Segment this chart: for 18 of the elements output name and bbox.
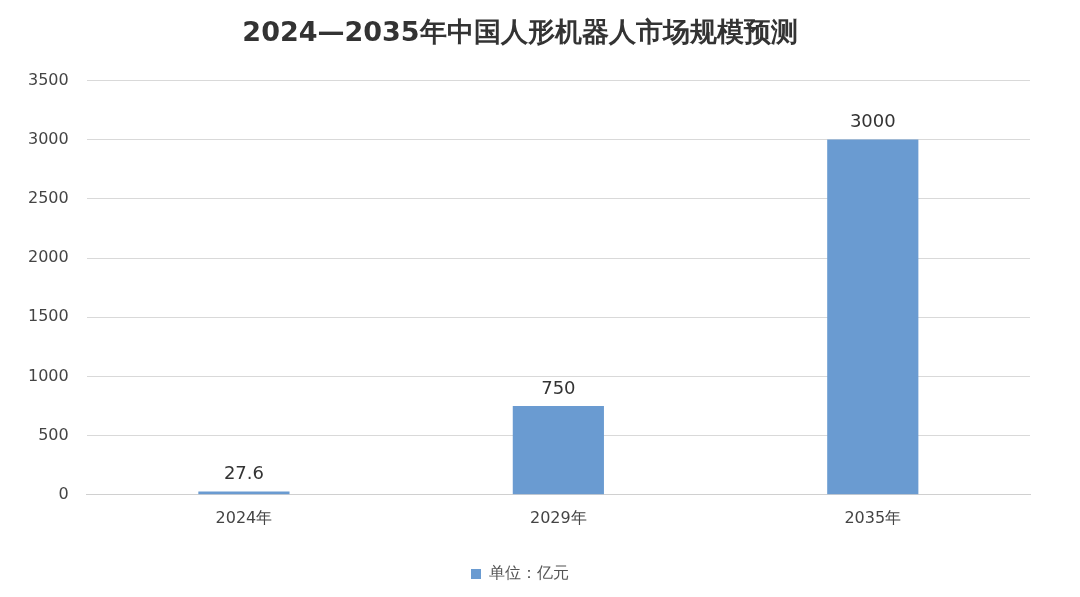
chart-title: 2024—2035年中国人形机器人市场规模预测 [242, 16, 798, 48]
y-tick-label: 500 [38, 424, 69, 444]
x-tick-label: 2035年 [844, 507, 902, 527]
data-label: 750 [541, 376, 576, 398]
x-tick-label: 2024年 [215, 507, 273, 527]
data-label: 27.6 [223, 462, 264, 484]
y-tick-label: 0 [58, 483, 69, 503]
y-tick-label: 3500 [28, 69, 69, 89]
bar [512, 406, 604, 495]
y-tick-label: 1000 [28, 365, 69, 385]
legend-label: 单位：亿元 [489, 563, 569, 583]
y-tick-label: 1500 [28, 306, 69, 326]
y-tick-label: 3000 [28, 128, 69, 148]
data-label: 3000 [849, 110, 896, 132]
bar [827, 139, 919, 495]
y-tick-label: 2000 [28, 247, 69, 267]
x-tick-label: 2029年 [530, 507, 587, 527]
y-tick-label: 2500 [28, 187, 69, 207]
